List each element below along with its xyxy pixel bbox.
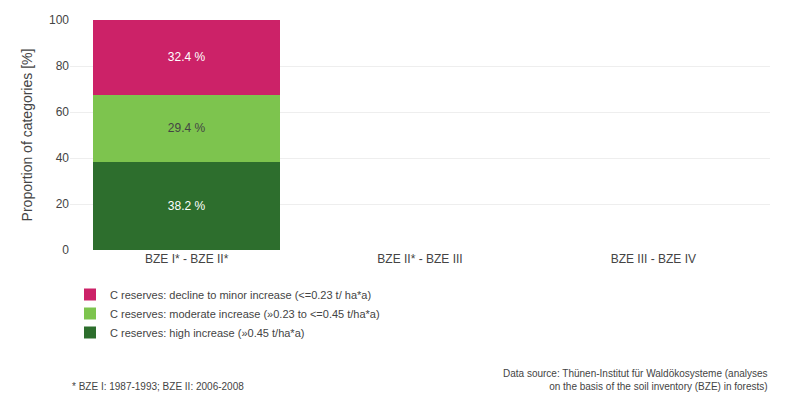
svg-text:C reserves: moderate increase: C reserves: moderate increase (»0.23 to … [110,308,380,320]
svg-text:80: 80 [56,59,70,73]
svg-text:38.2 %: 38.2 % [168,199,206,213]
svg-text:C reserves: decline to minor i: C reserves: decline to minor increase (<… [110,289,371,301]
svg-text:BZE III - BZE IV: BZE III - BZE IV [611,252,696,266]
svg-text:40: 40 [56,151,70,165]
svg-text:* BZE I: 1987-1993; BZE II: 20: * BZE I: 1987-1993; BZE II: 2006-2008 [72,381,244,392]
svg-text:BZE I* - BZE II*: BZE I* - BZE II* [145,252,229,266]
svg-text:100: 100 [49,13,69,27]
svg-text:32.4 %: 32.4 % [168,50,206,64]
svg-text:BZE II* - BZE III: BZE II* - BZE III [377,252,462,266]
svg-text:Proportion of categories [%]: Proportion of categories [%] [19,49,35,222]
svg-text:Data source: Thünen-Institut f: Data source: Thünen-Institut für Waldöko… [503,368,768,392]
svg-text:0: 0 [62,243,69,257]
svg-text:20: 20 [56,197,70,211]
svg-text:60: 60 [56,105,70,119]
svg-text:29.4 %: 29.4 % [168,121,206,135]
svg-text:C reserves: high increase (»0.: C reserves: high increase (»0.45 t/ha*a) [110,327,304,339]
